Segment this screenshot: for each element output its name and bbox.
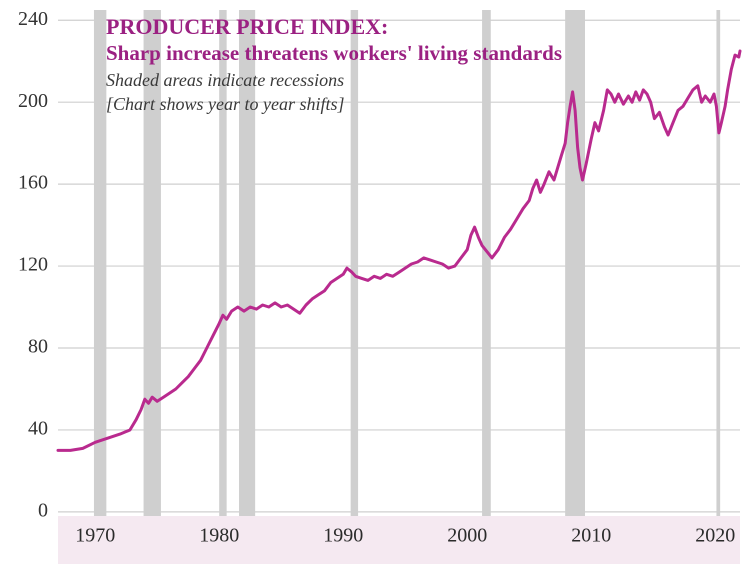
- y-tick-label: 40: [28, 418, 48, 440]
- x-tick-label: 1980: [199, 525, 239, 547]
- recession-band: [351, 10, 358, 516]
- recession-band: [482, 10, 491, 516]
- x-tick-label: 2020: [695, 525, 735, 547]
- chart-title: PRODUCER PRICE INDEX:: [106, 14, 388, 39]
- chart-svg: 0 40 80 120 160 200 240 1970 1980 1990 2000 2010 202…: [0, 0, 750, 564]
- y-tick-label: 80: [28, 336, 48, 358]
- xaxis-band: [58, 516, 740, 564]
- x-tick-label: 1970: [75, 525, 115, 547]
- chart-note-1: Shaded areas indicate recessions: [106, 70, 344, 90]
- x-tick-label: 2010: [571, 525, 611, 547]
- y-tick-label: 120: [18, 254, 48, 276]
- x-tick-label: 2000: [447, 525, 487, 547]
- chart-subtitle: Sharp increase threatens workers' living…: [106, 41, 562, 65]
- recession-band: [716, 10, 720, 516]
- ppi-chart: 0 40 80 120 160 200 240 1970 1980 1990 2000 2010 202…: [0, 0, 750, 564]
- y-tick-label: 160: [18, 172, 48, 194]
- chart-note-2: [Chart shows year to year shifts]: [106, 94, 345, 114]
- x-tick-label: 1990: [323, 525, 363, 547]
- y-tick-label: 240: [18, 8, 48, 30]
- recession-band: [565, 10, 585, 516]
- y-tick-label: 0: [38, 499, 48, 521]
- y-tick-label: 200: [18, 90, 48, 112]
